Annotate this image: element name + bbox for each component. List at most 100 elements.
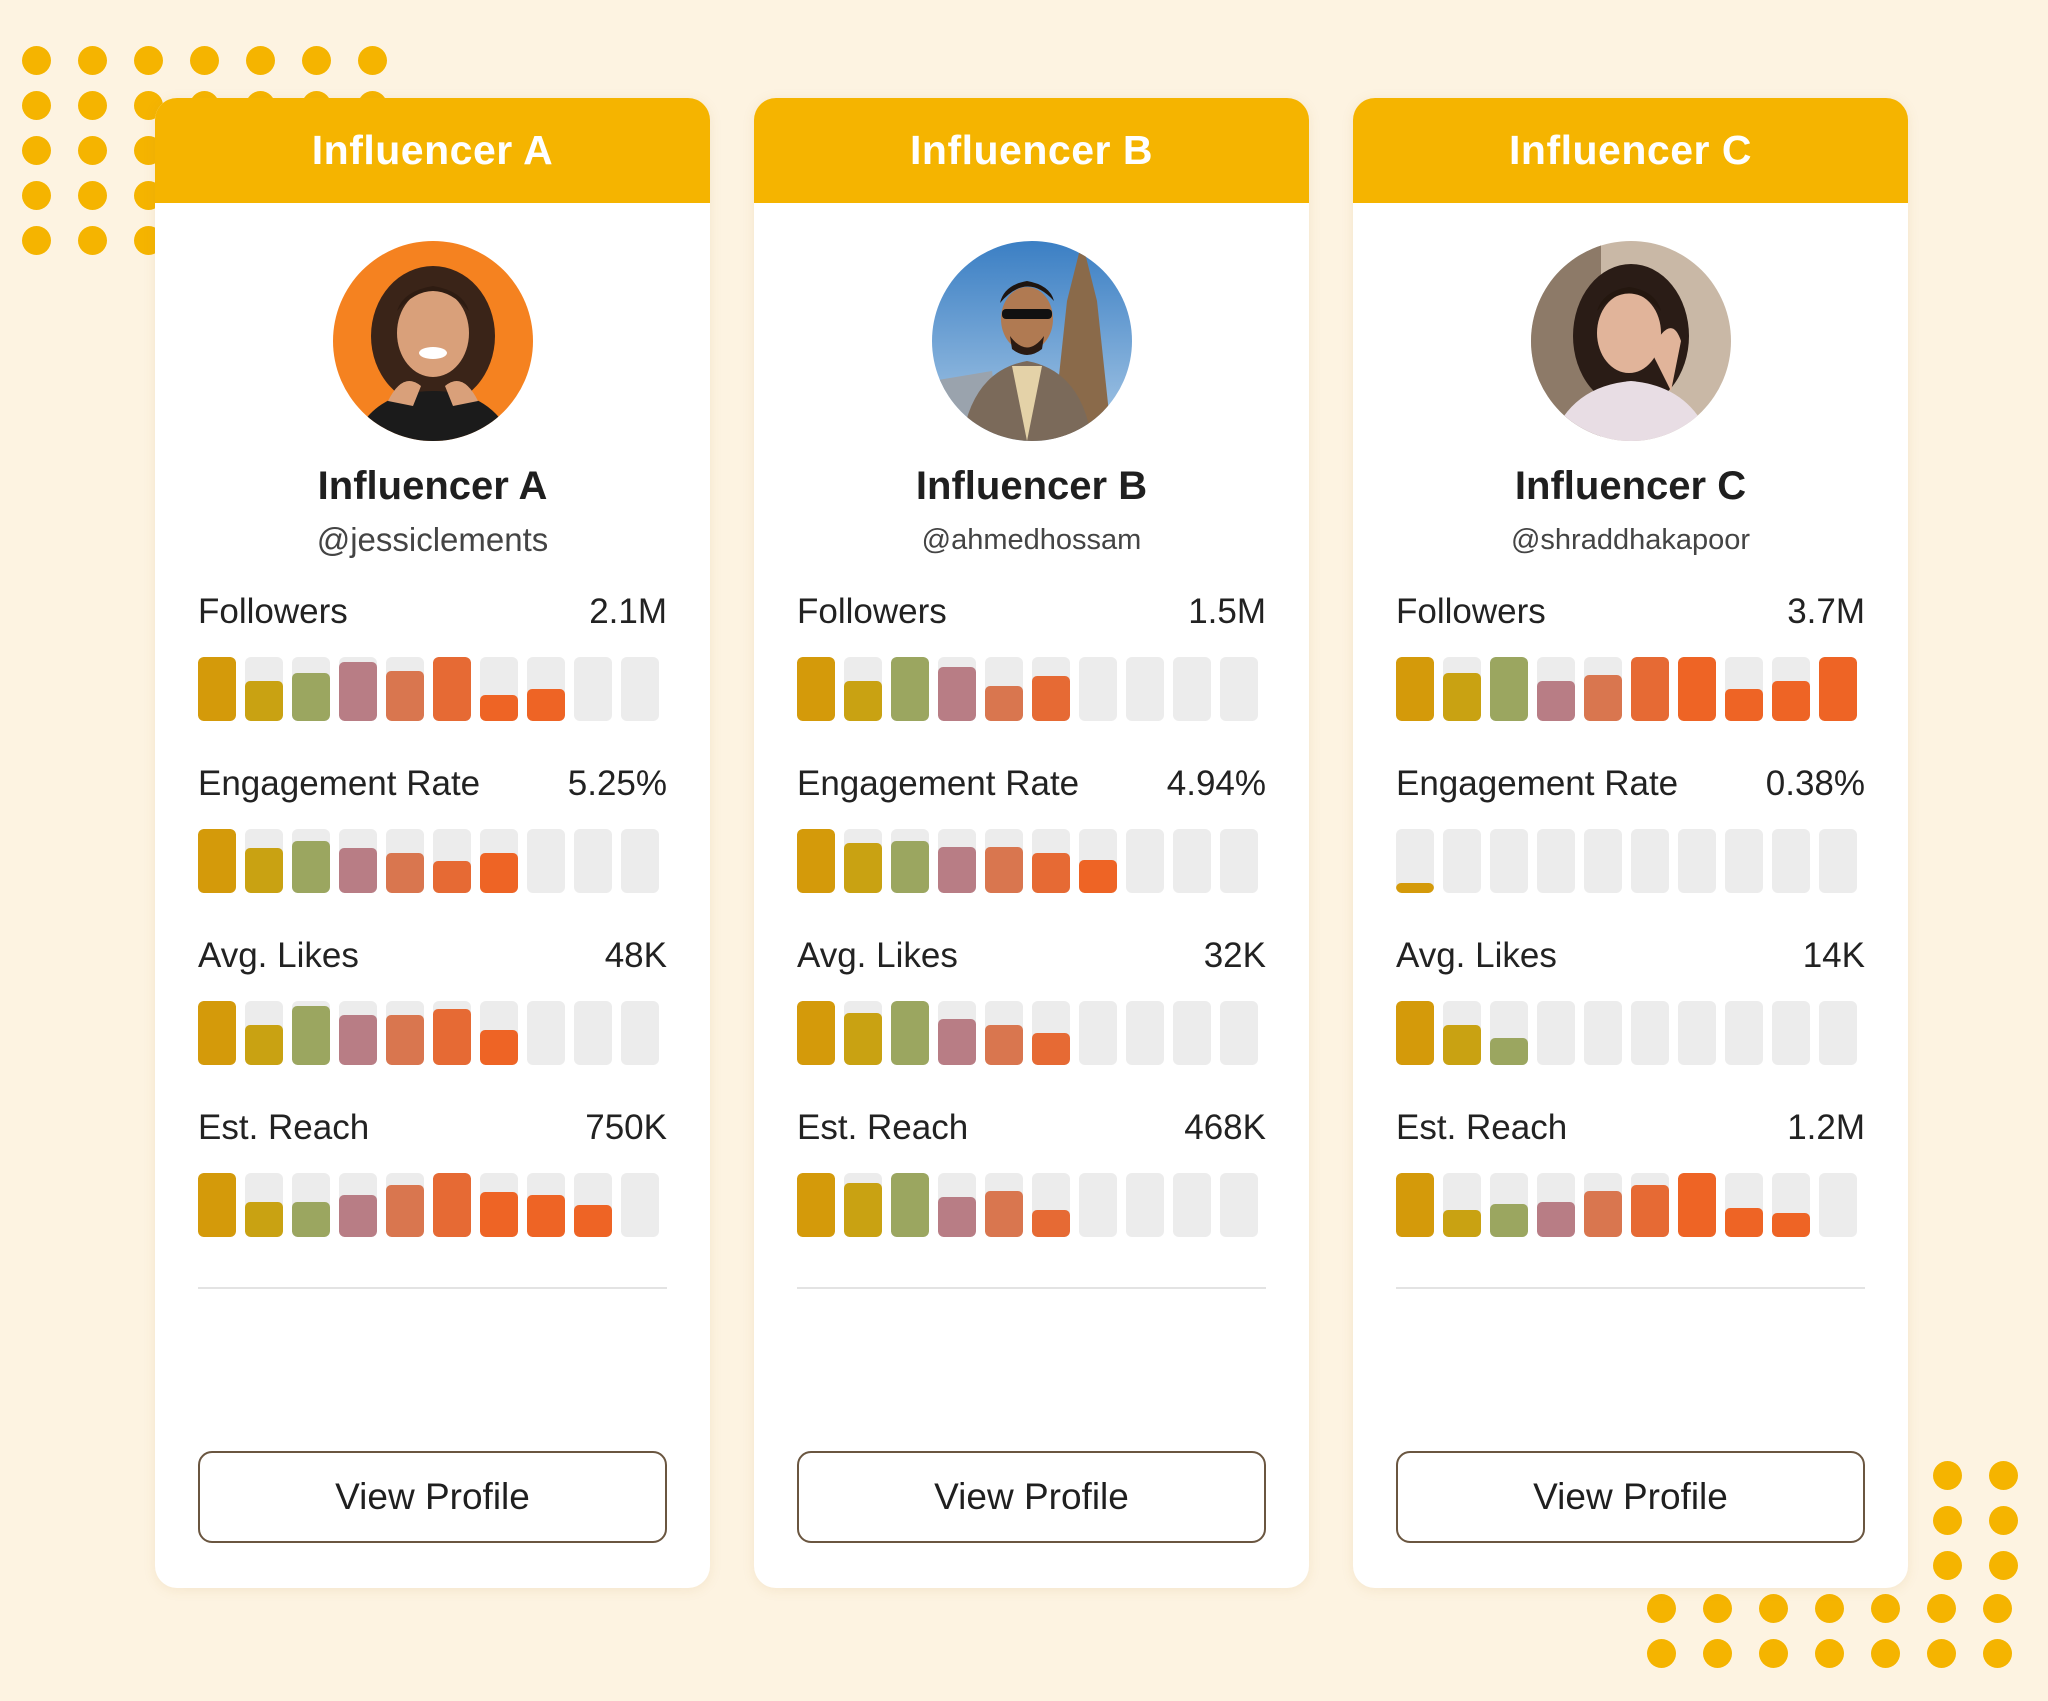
level-bar — [1173, 657, 1211, 721]
view-profile-button[interactable]: View Profile — [797, 1451, 1266, 1543]
avatar[interactable] — [332, 241, 533, 441]
level-bar — [985, 829, 1023, 893]
view-profile-button[interactable]: View Profile — [1396, 1451, 1865, 1543]
level-bar — [386, 657, 424, 721]
level-bar — [245, 657, 283, 721]
level-bar-fill — [386, 1184, 424, 1237]
level-bar — [527, 1173, 565, 1237]
metric-value: 48K — [604, 936, 667, 975]
level-bar-fill — [1396, 657, 1434, 721]
level-bar-fill — [386, 853, 424, 893]
level-bar-fill — [1032, 1210, 1070, 1237]
level-bar — [891, 829, 929, 893]
metric-bars — [198, 657, 667, 721]
level-bar — [1490, 657, 1528, 721]
level-bar — [339, 657, 377, 721]
metric-engagement-rate: Engagement Rate 4.94% — [797, 761, 1266, 933]
level-bar-fill — [797, 1173, 835, 1237]
man-portrait-icon — [931, 241, 1132, 441]
level-bar — [1220, 1173, 1258, 1237]
level-bar-fill — [198, 829, 236, 893]
level-bar — [844, 1001, 882, 1065]
level-bar-fill — [1537, 1201, 1575, 1237]
metric-label: Engagement Rate — [797, 764, 1080, 803]
level-bar — [1126, 1001, 1164, 1065]
level-bar — [1584, 829, 1622, 893]
level-bar — [1819, 829, 1857, 893]
metric-bars — [797, 1173, 1266, 1237]
level-bar-fill — [1032, 676, 1070, 721]
level-bar-fill — [1443, 1210, 1481, 1237]
level-bar-fill — [527, 689, 565, 721]
level-bar-fill — [891, 840, 929, 893]
metric-value: 4.94% — [1166, 764, 1266, 803]
level-bar — [1772, 1001, 1810, 1065]
level-bar — [292, 657, 330, 721]
level-bar — [1584, 657, 1622, 721]
level-bar — [1173, 1173, 1211, 1237]
level-bar-fill — [292, 673, 330, 721]
level-bar — [938, 829, 976, 893]
level-bar — [1032, 1173, 1070, 1237]
decorative-dots-bottom-right — [1647, 1594, 2012, 1668]
level-bar — [844, 1173, 882, 1237]
influencer-card-b: Influencer B Influencer B @ahmedhossam F… — [754, 98, 1309, 1588]
level-bar-fill — [245, 681, 283, 721]
level-bar-fill — [1490, 1038, 1528, 1065]
level-bar — [621, 829, 659, 893]
divider — [198, 1287, 667, 1289]
metric-label: Est. Reach — [198, 1108, 370, 1147]
level-bar-fill — [1537, 681, 1575, 721]
level-bar — [1079, 1001, 1117, 1065]
level-bar — [621, 657, 659, 721]
level-bar — [985, 1001, 1023, 1065]
metric-value: 3.7M — [1787, 592, 1865, 631]
level-bar-fill — [1396, 1173, 1434, 1237]
metric-bars — [797, 1001, 1266, 1065]
level-bar-fill — [985, 846, 1023, 893]
level-bar — [339, 829, 377, 893]
level-bar — [198, 1173, 236, 1237]
metrics-list: Followers 3.7M Engagement Rate 0.38% Avg. … — [1353, 589, 1908, 1277]
level-bar-fill — [1772, 1212, 1810, 1237]
avatar[interactable] — [931, 241, 1132, 441]
level-bar-fill — [1772, 681, 1810, 721]
card-header: Influencer B — [754, 98, 1309, 203]
level-bar — [480, 829, 518, 893]
level-bar-fill — [1678, 1173, 1716, 1237]
level-bar — [621, 1001, 659, 1065]
level-bar — [1032, 657, 1070, 721]
level-bar-fill — [339, 1015, 377, 1065]
level-bar-fill — [985, 1025, 1023, 1065]
level-bar — [574, 1173, 612, 1237]
level-bar-fill — [433, 1173, 471, 1237]
level-bar-fill — [844, 681, 882, 721]
level-bar-fill — [527, 1195, 565, 1237]
level-bar — [938, 1173, 976, 1237]
divider — [1396, 1287, 1865, 1289]
level-bar — [1443, 1173, 1481, 1237]
metrics-list: Followers 1.5M Engagement Rate 4.94% Avg. … — [754, 589, 1309, 1277]
influencer-handle: @shraddhakapoor — [1510, 524, 1751, 556]
level-bar — [1396, 657, 1434, 721]
metric-label: Followers — [198, 592, 348, 631]
level-bar-fill — [1032, 1033, 1070, 1065]
level-bar-fill — [574, 1205, 612, 1237]
level-bar-fill — [844, 1182, 882, 1237]
metric-bars — [198, 1173, 667, 1237]
avatar[interactable] — [1530, 241, 1731, 441]
level-bar — [1772, 657, 1810, 721]
level-bar — [891, 1001, 929, 1065]
metric-value: 1.5M — [1188, 592, 1266, 631]
metric-bars — [797, 657, 1266, 721]
metric-est-reach: Est. Reach 1.2M — [1396, 1105, 1865, 1277]
level-bar — [1220, 1001, 1258, 1065]
level-bar — [1079, 829, 1117, 893]
level-bar — [1584, 1173, 1622, 1237]
influencer-name: Influencer B — [915, 464, 1148, 508]
level-bar — [480, 657, 518, 721]
level-bar — [1725, 829, 1763, 893]
level-bar — [339, 1001, 377, 1065]
view-profile-button[interactable]: View Profile — [198, 1451, 667, 1543]
level-bar — [1537, 1001, 1575, 1065]
